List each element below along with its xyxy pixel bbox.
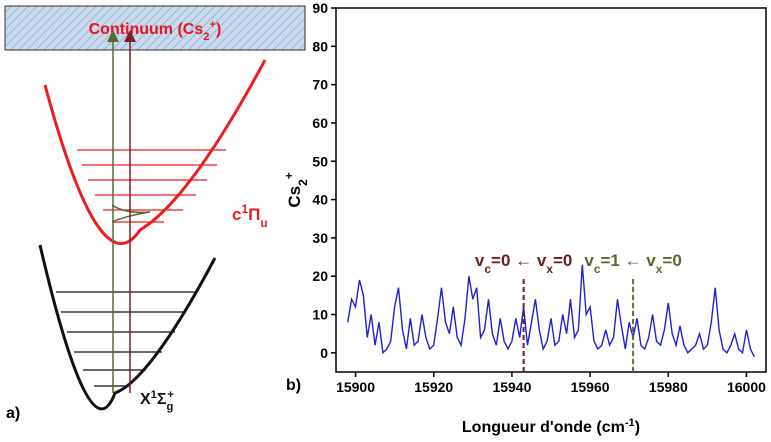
annotation-label: vc=0 ← vx=0 bbox=[475, 251, 572, 276]
label-part: 2 bbox=[296, 179, 310, 186]
label-part: =1 ← v bbox=[600, 251, 656, 270]
y-tick-label: 90 bbox=[312, 0, 328, 16]
panel-label: b) bbox=[286, 377, 301, 394]
y-tick-label: 20 bbox=[312, 268, 328, 284]
ground-state-label: X1Σg+ bbox=[140, 389, 174, 413]
diagram-panel: Continuum (Cs2+) c1Πu X1Σg+ a) bbox=[4, 5, 306, 422]
upper-levels bbox=[77, 149, 226, 223]
label-part: x bbox=[546, 262, 553, 276]
y-tick-label: 30 bbox=[312, 230, 328, 246]
label-part: =0 bbox=[662, 251, 681, 270]
x-tick-label: 15900 bbox=[336, 379, 375, 395]
label-part: ) bbox=[635, 419, 640, 436]
spectrum-line bbox=[347, 264, 755, 358]
y-tick-label: 50 bbox=[312, 153, 328, 169]
label-part: c bbox=[484, 262, 491, 276]
chart-panel: 0 10 20 30 40 50 60 70 80 90 15900 15920 15940 15960 1… bbox=[282, 0, 767, 436]
y-tick-label: 60 bbox=[312, 115, 328, 131]
label-part: v bbox=[584, 251, 594, 270]
label-part: =0 bbox=[553, 251, 572, 270]
label-part: c bbox=[594, 262, 601, 276]
ground-levels bbox=[56, 291, 196, 387]
continuum-box bbox=[4, 5, 306, 51]
label-part: -1 bbox=[625, 417, 635, 429]
y-tick-label: 80 bbox=[312, 38, 328, 54]
x-tick-label: 15980 bbox=[649, 379, 688, 395]
label-part: + bbox=[282, 172, 296, 179]
y-tick-label: 40 bbox=[312, 192, 328, 208]
upper-state-label: c1Πu bbox=[232, 202, 268, 230]
label-part: x bbox=[656, 262, 663, 276]
y-axis-label: Cs2+ bbox=[282, 172, 310, 207]
x-tick-label: 15960 bbox=[571, 379, 610, 395]
label-part: Longueur d'onde (cm bbox=[462, 419, 625, 436]
upper-curve bbox=[43, 59, 267, 245]
annotation-label: vc=1 ← vx=0 bbox=[584, 251, 681, 276]
y-tick-label: 70 bbox=[312, 77, 328, 93]
wavefunction bbox=[111, 204, 151, 223]
x-axis-label: Longueur d'onde (cm-1) bbox=[462, 417, 640, 436]
x-tick-label: 15940 bbox=[492, 379, 531, 395]
x-tick-label: 15920 bbox=[414, 379, 453, 395]
label-part: v bbox=[475, 251, 485, 270]
ground-curve bbox=[38, 244, 217, 411]
label-part: Cs bbox=[285, 186, 304, 208]
plot-frame bbox=[335, 7, 767, 373]
panel-label: a) bbox=[6, 405, 20, 422]
y-tick-label: 0 bbox=[320, 345, 328, 361]
y-tick-label: 10 bbox=[312, 307, 328, 323]
label-part: =0 ← v bbox=[491, 251, 547, 270]
x-tick-label: 16000 bbox=[727, 379, 766, 395]
